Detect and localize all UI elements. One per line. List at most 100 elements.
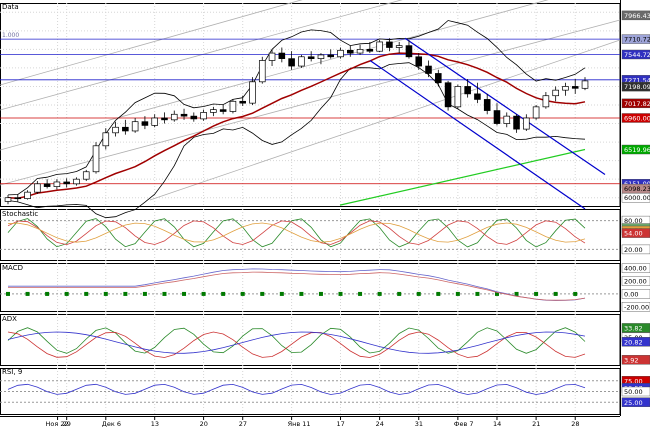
macd-tag: -200.00 — [621, 302, 650, 312]
channel-lower-line — [369, 59, 586, 210]
candle-body — [581, 80, 589, 89]
fan-line — [0, 0, 549, 151]
macd-histogram-bar — [64, 291, 69, 296]
candle-body — [523, 117, 530, 130]
macd-histogram-bar — [25, 291, 30, 296]
rsi-tag-text: 25.00 — [624, 399, 643, 407]
candle-body — [444, 82, 452, 108]
candle-body — [337, 49, 344, 58]
main-panel-title: Data — [2, 3, 19, 11]
candle-body — [34, 183, 41, 193]
x-tick-label: 28 — [571, 420, 579, 428]
rsi-tag-text: 50.00 — [624, 388, 643, 396]
price-tag-bg — [621, 113, 650, 123]
adx-tag: 20.82 — [621, 337, 650, 347]
macd-tag-text: 0.00 — [624, 290, 638, 298]
macd-line — [8, 268, 586, 301]
macd-histogram-bar — [338, 291, 343, 296]
stoch-tag-text: 80.00 — [624, 217, 643, 225]
stoch-slow-line — [7, 222, 586, 243]
candle-body — [73, 178, 80, 185]
macd-histogram-bar — [514, 291, 519, 296]
candle-body — [395, 45, 403, 48]
macd-histogram-bar — [553, 291, 558, 296]
macd-tag: 400.00 — [621, 263, 650, 273]
macd-histogram-bar — [397, 291, 402, 296]
adx-minus-di-line — [7, 331, 586, 358]
macd-histogram-bar — [142, 291, 147, 296]
stoch-tag: 20.00 — [621, 244, 650, 255]
adx-panel-title: ADX — [2, 315, 17, 323]
stoch-tag-bg — [621, 228, 650, 238]
macd-histogram-bar — [318, 291, 323, 296]
macd-tag-text: 400.00 — [624, 265, 647, 273]
adx-plus-di-line — [7, 327, 586, 354]
price-tag-bg — [621, 98, 650, 109]
rsi-tag: 50.00 — [621, 386, 650, 397]
fib-ratio-label: 1.000 — [2, 32, 19, 39]
macd-histogram-bar — [240, 291, 245, 296]
candle-body — [356, 49, 364, 54]
x-tick-label: Ноя 22 — [46, 420, 69, 428]
price-tag-text: 7198.09 — [624, 83, 650, 91]
price-tag-text: 6098.23 — [624, 185, 650, 193]
candle-body — [278, 52, 286, 59]
x-tick-label: 24 — [376, 420, 384, 428]
x-tick-label: 20 — [200, 420, 208, 428]
macd-histogram-bar — [103, 291, 108, 296]
candle-body — [122, 126, 129, 132]
candle-body — [239, 100, 246, 104]
price-tag-bg — [621, 49, 650, 60]
candle-body — [435, 73, 442, 84]
adx-tag: 3.92 — [621, 355, 650, 365]
candle-body — [102, 132, 110, 147]
candle-body — [532, 106, 540, 119]
macd-histogram-bar — [123, 291, 128, 296]
x-tick-label: Янв 11 — [288, 420, 311, 428]
stoch-k-line — [7, 218, 586, 248]
macd-tag-bg — [621, 302, 650, 312]
fan-line — [0, 0, 303, 86]
macd-histogram-bar — [84, 291, 89, 296]
macd-histogram-bar — [534, 291, 539, 296]
rsi-tag-bg — [621, 386, 650, 397]
macd-tag: 0.00 — [621, 289, 650, 299]
candle-body — [14, 197, 22, 200]
candle-body — [141, 121, 149, 126]
adx-tag-bg — [621, 337, 650, 347]
stoch-tag-text: 20.00 — [624, 246, 643, 254]
candle-body — [415, 56, 423, 67]
candle-body — [347, 49, 354, 54]
price-tag-bg — [621, 34, 650, 44]
macd-histogram-bar — [162, 291, 167, 296]
support-trend-line — [339, 148, 586, 206]
price-tag: 7710.72 — [621, 34, 650, 44]
candle-body — [219, 109, 227, 112]
price-tag: 6000.00 — [621, 193, 650, 203]
stoch-tag-bg — [621, 244, 650, 255]
candle-body — [562, 86, 569, 91]
macd-histogram-bar — [416, 291, 421, 296]
macd-histogram-bar — [573, 291, 578, 296]
macd-histogram-bar — [358, 291, 363, 296]
macd-tag-bg — [621, 263, 650, 273]
macd-histogram-bar — [455, 291, 460, 296]
price-tag: 7544.72 — [621, 49, 650, 60]
candle-body — [493, 110, 501, 124]
candle-body — [151, 117, 158, 126]
price-tag: 7198.09 — [621, 81, 650, 92]
candle-body — [229, 100, 237, 112]
adx-line — [7, 331, 586, 354]
candle-body — [200, 112, 207, 120]
candle-body — [298, 56, 305, 67]
candle-body — [268, 52, 276, 61]
candle-body — [170, 113, 178, 121]
macd-histogram-bar — [182, 291, 187, 296]
candle-body — [180, 113, 188, 117]
macd-tag-bg — [621, 276, 650, 286]
price-tag-text: 7271.54 — [624, 76, 650, 84]
candle-body — [24, 191, 31, 200]
fan-line — [0, 19, 621, 186]
adx-tag: 33.82 — [621, 323, 650, 333]
macd-histogram-bar — [201, 291, 206, 296]
